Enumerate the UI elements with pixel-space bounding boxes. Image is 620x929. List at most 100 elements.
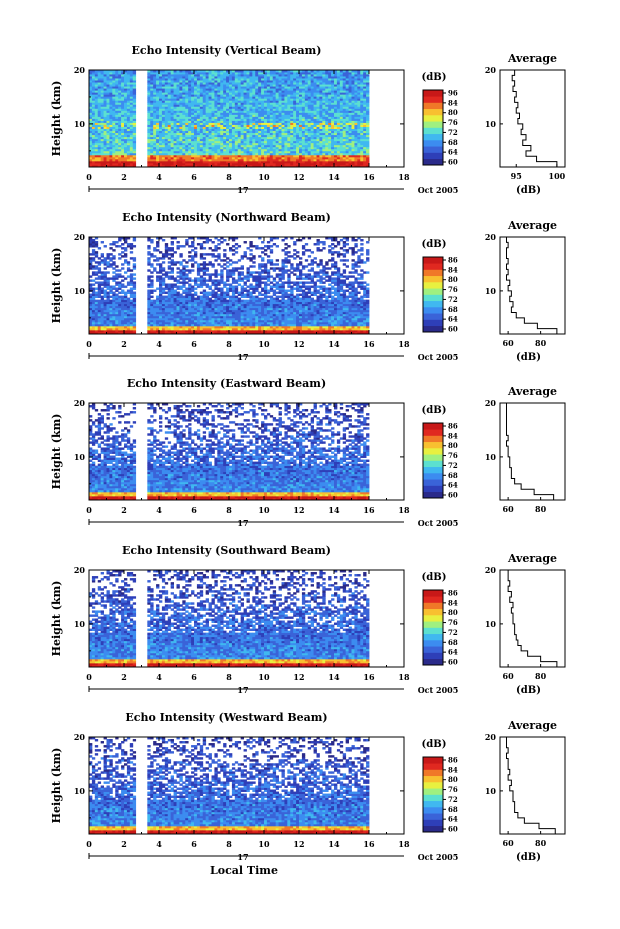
y-axis-label: Height (km) [50, 81, 63, 157]
average-x-label: (dB) [516, 185, 541, 196]
average-x-tick-label: 100 [549, 171, 566, 181]
heatmap-cell [95, 292, 98, 294]
heatmap-cell [92, 283, 95, 285]
heatmap-cells [89, 70, 369, 167]
colorbar-segment [423, 140, 443, 147]
heatmap-cell [112, 249, 115, 251]
heatmap-cell [92, 288, 95, 290]
heatmap-cell [115, 269, 118, 271]
x-tick-label: 2 [121, 172, 127, 182]
colorbar-segment [423, 159, 443, 166]
colorbar-tick-label: 76 [448, 118, 458, 127]
heatmap-cell [101, 253, 104, 255]
heatmap-cell [92, 249, 95, 251]
heatmap-cell [101, 296, 104, 298]
heatmap-cell [95, 300, 98, 302]
heatmap-cell [127, 267, 130, 269]
heatmap-cell [101, 288, 104, 290]
average-profile-line [512, 70, 557, 167]
colorbar-tick-label: 80 [448, 108, 458, 117]
heatmap-cell [124, 277, 127, 279]
heatmap-cell [107, 271, 110, 273]
colorbar-tick-label: 68 [448, 138, 458, 147]
heatmap-cell [95, 281, 98, 283]
heatmap-cell [115, 288, 118, 290]
heatmap-cell [121, 279, 124, 281]
heatmap-cell [124, 286, 127, 288]
heatmap-cell [109, 300, 112, 302]
heatmap-cell [109, 247, 112, 249]
heatmap-cells [89, 237, 369, 334]
heatmap-cell [104, 257, 107, 259]
heatmap-cell [121, 247, 124, 249]
x-tick-label: 18 [398, 172, 410, 182]
heatmap-cell [107, 253, 110, 255]
heatmap-cell [124, 259, 127, 261]
heatmap-cell [112, 286, 115, 288]
heatmap-cell [92, 257, 95, 259]
colorbar-segment [423, 121, 443, 128]
average-title: Average [507, 52, 557, 65]
heatmap-cell [121, 283, 124, 285]
heatmap-cell [121, 243, 124, 245]
heatmap-cell [127, 243, 130, 245]
panel-title: Echo Intensity (Northward Beam) [122, 211, 331, 224]
heatmap-cell [95, 288, 98, 290]
heatmap-cell [127, 290, 130, 292]
heatmap-cell [109, 277, 112, 279]
heatmap-cell [118, 281, 121, 283]
x-tick-label: 16 [363, 172, 375, 182]
heatmap-cell [115, 241, 118, 243]
heatmap-cell [107, 261, 110, 263]
heatmap-cell [98, 257, 101, 259]
heatmap-cell [101, 241, 104, 243]
heatmap-cell [98, 300, 101, 302]
heatmap-cell [121, 255, 124, 257]
heatmap-cell [115, 281, 118, 283]
colorbar-segment [423, 134, 443, 141]
x-tick-label: 4 [156, 172, 162, 182]
heatmap-cell [92, 265, 95, 267]
colorbar-segment [423, 109, 443, 116]
heatmap-cell [109, 253, 112, 255]
heatmap-cell [121, 290, 124, 292]
heatmap-cell [98, 261, 101, 263]
colorbar-segment [423, 128, 443, 135]
colorbar-segment [423, 90, 443, 97]
heatmap-cell [112, 267, 115, 269]
heatmap-cell [115, 294, 118, 296]
panel-title: Echo Intensity (Vertical Beam) [131, 44, 321, 57]
colorbar-tick-label: 64 [448, 148, 458, 157]
heatmap-cell [92, 239, 95, 241]
heatmap-cell [121, 267, 124, 269]
date-suffix: Oct 2005 [418, 185, 459, 195]
heatmap-cell [127, 281, 130, 283]
heatmap-cell [121, 263, 124, 265]
heatmap-cell [127, 275, 130, 277]
heatmap-cell [115, 265, 118, 267]
heatmap-cell [104, 300, 107, 302]
heatmap-cell [124, 292, 127, 294]
heatmap-cell [92, 271, 95, 273]
x-tick-label: 14 [328, 172, 340, 182]
heatmap-cell [92, 279, 95, 281]
heatmap-cell [124, 253, 127, 255]
heatmap-cell [104, 267, 107, 269]
heatmap-cell [118, 273, 121, 275]
heatmap-cell [115, 245, 118, 247]
heatmap-cell [115, 273, 118, 275]
colorbar-segment [423, 96, 443, 103]
heatmap-cell [109, 243, 112, 245]
heatmap-cell [118, 292, 121, 294]
heatmap-cell [118, 296, 121, 298]
heatmap-cell [112, 275, 115, 277]
x-tick-label: 10 [258, 172, 270, 182]
heatmap-cell [127, 261, 130, 263]
colorbar-tick-label: 84 [448, 98, 458, 107]
heatmap-cell [118, 253, 121, 255]
x-tick-label: 8 [226, 172, 232, 182]
x-tick-label: 6 [191, 172, 197, 182]
heatmap-cell [121, 296, 124, 298]
heatmap-cell [124, 271, 127, 273]
panel-1: Echo Intensity (Northward Beam)0 2 4 6 8 10 12… [50, 211, 565, 363]
